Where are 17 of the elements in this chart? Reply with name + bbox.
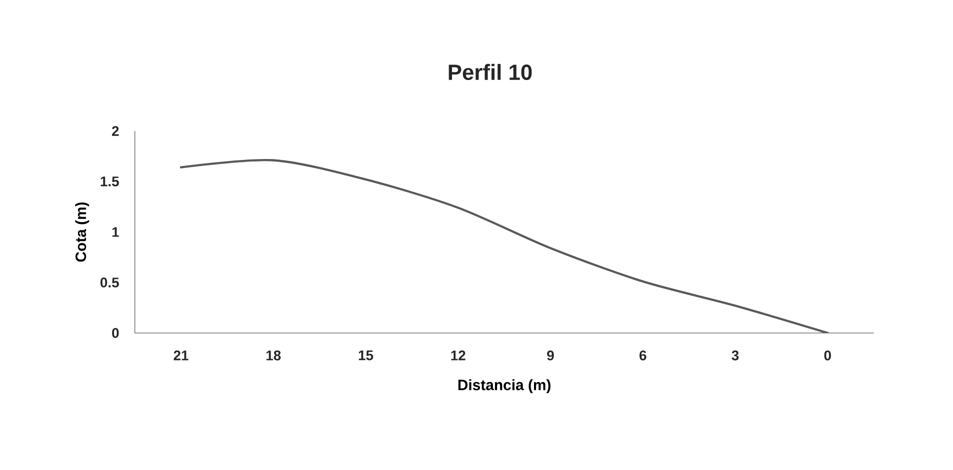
x-tick-label: 15 <box>358 350 374 360</box>
x-tick-label: 0 <box>824 350 831 360</box>
x-tick-label: 6 <box>640 350 646 360</box>
x-tick-label: 21 <box>174 350 188 360</box>
chart-title: Perfil 10 <box>448 64 532 80</box>
y-axis-title: Cota (m) <box>75 202 90 262</box>
x-axis-title: Distancia (m) <box>458 379 550 394</box>
x-tick-label: 3 <box>732 350 739 360</box>
y-tick-label: 1 <box>112 227 119 237</box>
x-tick-label: 12 <box>451 350 466 360</box>
line-series <box>180 158 829 333</box>
y-tick-label: 0 <box>112 328 119 338</box>
x-tick-label: 9 <box>547 350 554 360</box>
x-tick-label: 18 <box>266 350 281 360</box>
y-tick-label: 0.5 <box>100 278 119 288</box>
y-tick-label: 2 <box>112 126 119 136</box>
y-tick-label: 1.5 <box>100 176 119 186</box>
